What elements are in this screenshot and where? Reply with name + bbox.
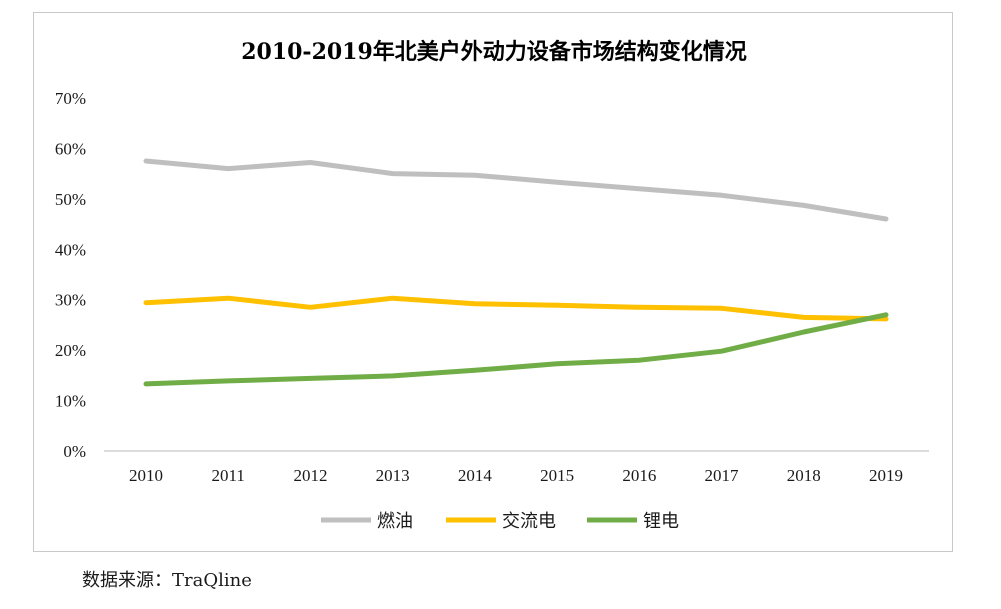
series-line-0	[143, 158, 889, 222]
x-axis-ticks: 2010 2011 2012 2013 2014 2015 2016 2017 2018 2019	[129, 466, 903, 485]
y-tick-label: 60%	[55, 139, 86, 158]
x-tick-label: 2019	[869, 466, 903, 485]
x-tick-label: 2011	[212, 466, 245, 485]
line-chart: 2010-2019年北美户外动力设备市场结构变化情况 0% 10% 20% 30% 40…	[55, 39, 929, 532]
y-axis-ticks: 0% 10% 20% 30% 40% 50% 60% 70%	[55, 89, 86, 461]
x-tick-label: 2015	[540, 466, 574, 485]
x-tick-label: 2010	[129, 466, 163, 485]
y-tick-label: 0%	[63, 442, 86, 461]
series-line-1	[143, 295, 889, 322]
x-tick-label: 2012	[293, 466, 327, 485]
series-lines	[143, 158, 889, 387]
legend-label-0: 燃油	[377, 511, 413, 532]
x-tick-label: 2017	[705, 466, 740, 485]
chart-title: 2010-2019年北美户外动力设备市场结构变化情况	[241, 39, 747, 65]
legend-label-2: 锂电	[643, 511, 679, 532]
source-note: 数据来源：TraQline	[82, 570, 252, 591]
x-tick-label: 2013	[376, 466, 410, 485]
x-tick-label: 2014	[458, 466, 493, 485]
chart-frame: 2010-2019年北美户外动力设备市场结构变化情况 0% 10% 20% 30% 40…	[33, 12, 953, 552]
y-tick-label: 40%	[55, 240, 86, 259]
y-tick-label: 50%	[55, 190, 86, 209]
y-tick-label: 20%	[55, 341, 86, 360]
x-tick-label: 2016	[622, 466, 656, 485]
series-line-2	[143, 312, 889, 387]
y-tick-label: 30%	[55, 291, 86, 310]
x-tick-label: 2018	[787, 466, 821, 485]
y-tick-label: 10%	[55, 392, 86, 411]
legend: 燃油 交流电 锂电	[321, 511, 679, 532]
legend-label-1: 交流电	[502, 511, 556, 532]
y-tick-label: 70%	[55, 89, 86, 108]
